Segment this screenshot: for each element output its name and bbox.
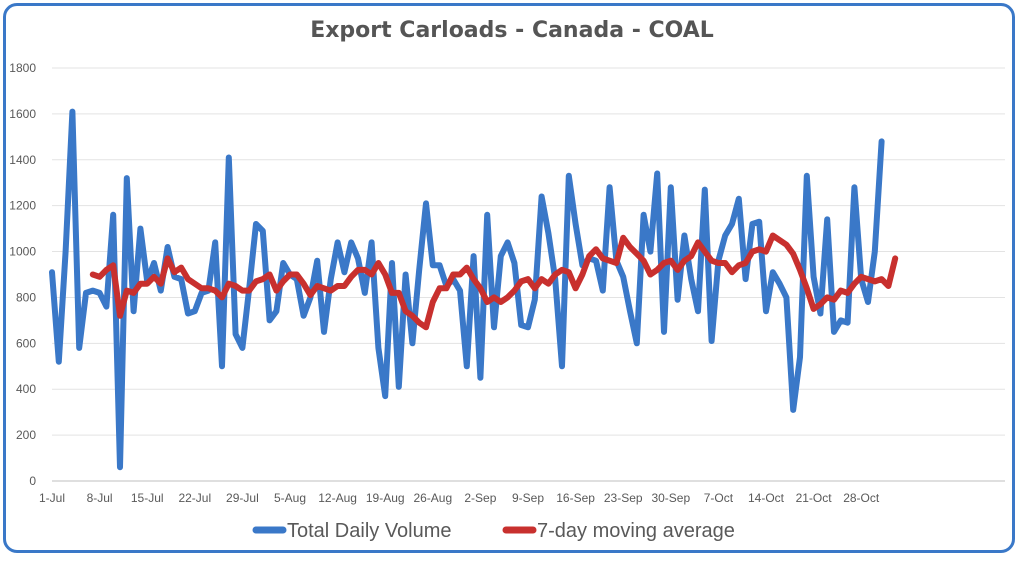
x-tick-label: 1-Jul — [39, 491, 65, 505]
gridlines — [52, 67, 1005, 482]
y-tick-label: 400 — [16, 382, 36, 396]
series-line-7-day-moving-average — [89, 232, 899, 331]
y-tick-label: 1200 — [9, 199, 36, 213]
x-tick-label: 15-Jul — [131, 491, 164, 505]
x-tick-label: 14-Oct — [748, 491, 785, 505]
y-axis-ticks: 0 200 400 600 800 1000 1200 1400 1600 1800 — [9, 61, 36, 488]
x-tick-label: 22-Jul — [178, 491, 211, 505]
y-tick-label: 1600 — [9, 107, 36, 121]
x-tick-label: 28-Oct — [843, 491, 880, 505]
x-tick-label: 19-Aug — [366, 491, 405, 505]
x-tick-label: 26-Aug — [413, 491, 452, 505]
x-tick-label: 2-Sep — [464, 491, 496, 505]
x-tick-label: 23-Sep — [604, 491, 643, 505]
x-axis-ticks: 1-Jul 8-Jul 15-Jul 22-Jul 29-Jul 5-Aug 12-Aug 1… — [39, 491, 880, 505]
x-tick-label: 7-Oct — [704, 491, 734, 505]
series-line-total-daily-volume — [49, 108, 885, 471]
y-tick-label: 0 — [29, 474, 36, 488]
y-tick-label: 800 — [16, 290, 36, 304]
x-tick-label: 30-Sep — [651, 491, 690, 505]
x-tick-label: 29-Jul — [226, 491, 259, 505]
x-tick-label: 9-Sep — [512, 491, 544, 505]
x-tick-label: 8-Jul — [87, 491, 113, 505]
legend: Total Daily Volume 7-day moving average — [252, 520, 735, 542]
x-tick-label: 21-Oct — [796, 491, 833, 505]
y-tick-label: 1000 — [9, 245, 36, 259]
legend-label-7-day-moving-average: 7-day moving average — [537, 520, 735, 542]
y-tick-label: 1800 — [9, 61, 36, 75]
y-tick-label: 200 — [16, 428, 36, 442]
x-tick-label: 16-Sep — [556, 491, 595, 505]
chart-title: Export Carloads - Canada - COAL — [310, 18, 714, 43]
y-tick-label: 600 — [16, 336, 36, 350]
y-tick-label: 1400 — [9, 153, 36, 167]
legend-label-total-daily-volume: Total Daily Volume — [287, 520, 452, 542]
x-tick-label: 5-Aug — [274, 491, 306, 505]
x-tick-label: 12-Aug — [318, 491, 357, 505]
